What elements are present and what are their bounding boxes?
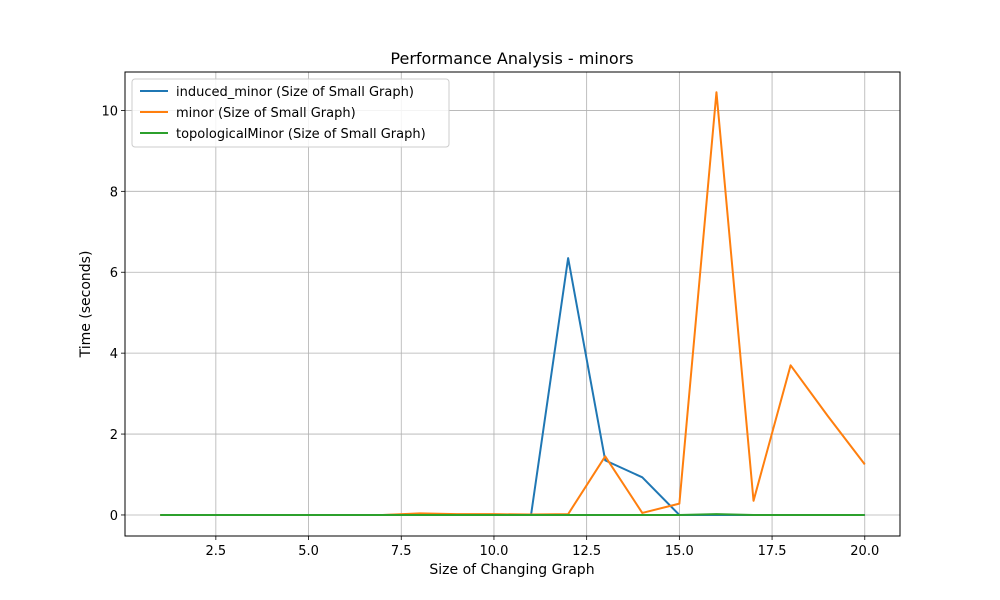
legend-box — [131, 78, 450, 148]
x-axis-label: Size of Changing Graph — [429, 562, 594, 578]
series-line-topologicalMinor — [160, 513, 865, 516]
y-axis-ticks: 0 2 4 6 8 10 — [101, 104, 125, 524]
x-tick-label: 20.0 — [850, 544, 879, 559]
y-tick-label: 8 — [110, 185, 118, 200]
series-line-minor — [160, 91, 866, 516]
y-axis-label: Time (seconds) — [78, 251, 94, 359]
x-tick-label: 15.0 — [665, 544, 694, 559]
series-line-induced_minor — [160, 257, 865, 516]
x-tick-label: 2.5 — [206, 544, 227, 559]
legend-label: topologicalMinor (Size of Small Graph) — [176, 127, 426, 142]
legend-label: induced_minor (Size of Small Graph) — [176, 85, 414, 100]
y-tick-label: 10 — [101, 104, 118, 119]
legend-label: minor (Size of Small Graph) — [176, 106, 356, 121]
y-tick-label: 6 — [110, 266, 118, 281]
x-tick-label: 5.0 — [298, 544, 319, 559]
plot-frame — [124, 71, 901, 537]
x-axis-ticks: 2.5 5.0 7.5 10.0 12.5 15.0 17.5 20.0 — [206, 536, 879, 559]
legend: induced_minor (Size of Small Graph) minor… — [131, 78, 450, 148]
x-tick-label: 17.5 — [758, 544, 787, 559]
y-tick-label: 0 — [110, 509, 118, 524]
x-tick-label: 7.5 — [391, 544, 412, 559]
y-tick-label: 2 — [110, 428, 118, 443]
x-tick-label: 10.0 — [479, 544, 508, 559]
y-tick-label: 4 — [110, 347, 118, 362]
chart-title: Performance Analysis - minors — [390, 49, 633, 68]
x-tick-label: 12.5 — [572, 544, 601, 559]
series-lines — [160, 91, 866, 516]
